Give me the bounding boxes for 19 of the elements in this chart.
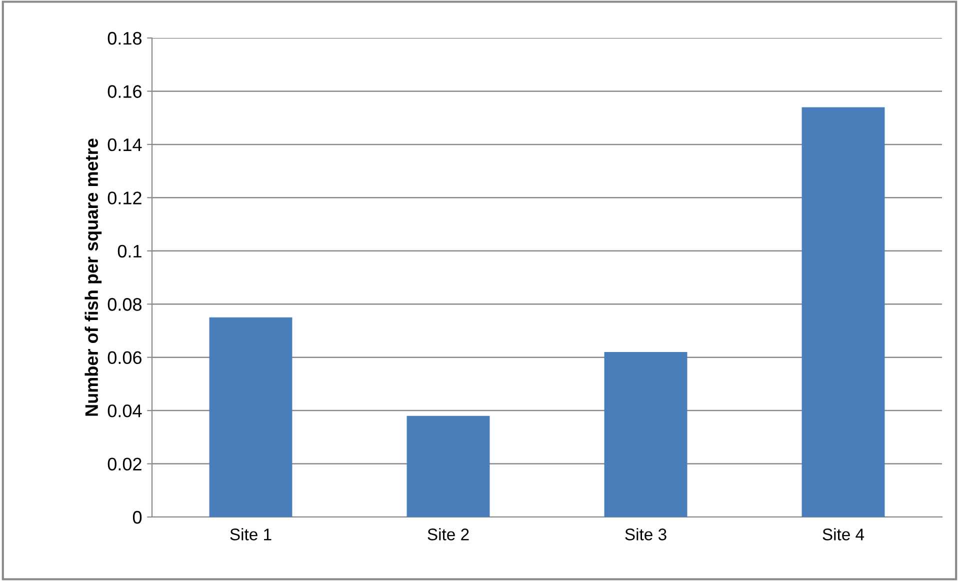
y-tick-label: 0.16 (108, 85, 142, 98)
bar (802, 107, 885, 517)
x-tick-label: Site 4 (822, 528, 864, 540)
y-tick-label: 0.08 (108, 298, 142, 311)
bar (604, 352, 688, 517)
y-tick-label: 0.1 (118, 244, 142, 258)
y-tick-label: 0.12 (108, 192, 142, 204)
y-tick-label: 0.18 (108, 32, 142, 45)
y-axis-title: Number of fish per square metre (84, 138, 102, 416)
x-tick-label: Site 1 (230, 528, 272, 540)
bar (209, 317, 292, 517)
y-tick-label: 0.02 (108, 458, 142, 470)
y-tick-label: 0.14 (108, 138, 142, 152)
y-tick-label: 0 (132, 510, 142, 524)
bar (406, 416, 490, 517)
y-tick-label: 0.04 (108, 404, 142, 418)
y-tick-label: 0.06 (108, 351, 142, 364)
x-tick-label: Site 2 (428, 528, 469, 540)
x-tick-label: Site 3 (625, 528, 666, 540)
